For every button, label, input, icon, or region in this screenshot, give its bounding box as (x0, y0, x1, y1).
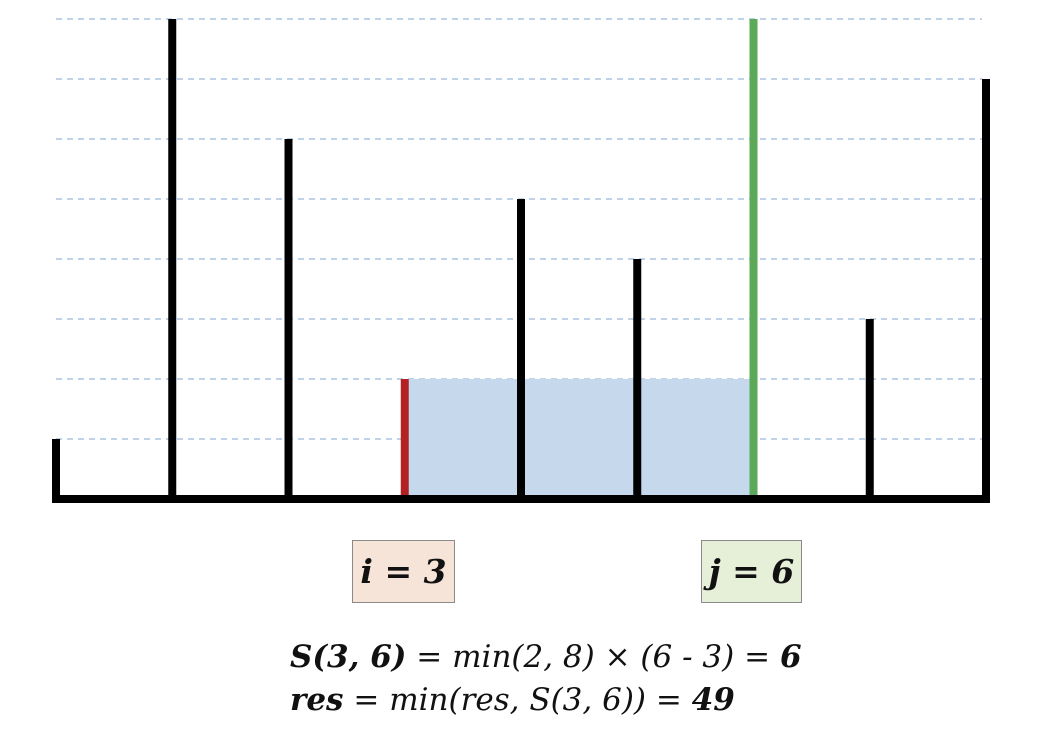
bars (52, 19, 990, 499)
area-formula-result: 6 (779, 639, 802, 675)
area-formula-lhs: S(3, 6) (290, 639, 407, 675)
water-area (404, 379, 754, 499)
res-formula-rhs: = min(res, S(3, 6)) = (343, 682, 692, 718)
area-formula: S(3, 6) = min(2, 8) × (6 - 3) = 6 (290, 637, 802, 677)
res-formula-lhs: res (290, 682, 344, 718)
res-formula-result: 49 (691, 682, 735, 718)
right-pointer-label: j = 6 (701, 540, 802, 603)
container-diagram (52, 18, 990, 503)
left-pointer-label: i = 3 (352, 540, 455, 603)
area-formula-rhs: = min(2, 8) × (6 - 3) = (406, 639, 780, 675)
res-formula: res = min(res, S(3, 6)) = 49 (290, 680, 735, 720)
